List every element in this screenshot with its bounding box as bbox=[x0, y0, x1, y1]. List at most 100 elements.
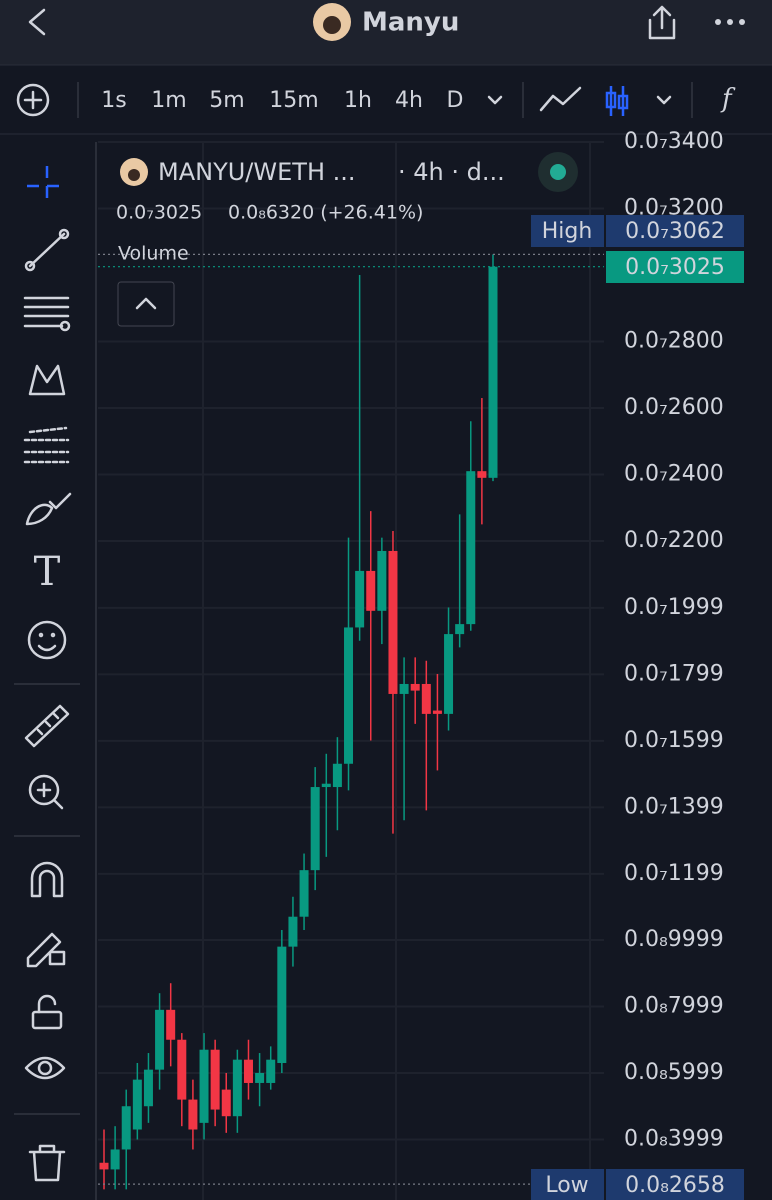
candle-body bbox=[432, 710, 442, 714]
candle-body bbox=[132, 1079, 142, 1130]
interval-button[interactable]: 1s bbox=[101, 88, 126, 113]
interval-dropdown[interactable] bbox=[487, 95, 503, 105]
top-bar bbox=[0, 0, 772, 65]
status-dot bbox=[550, 164, 566, 180]
zoom-tool[interactable] bbox=[28, 774, 64, 810]
y-tick-label: 0.0₇2400 bbox=[624, 461, 724, 486]
y-tick-label: 0.0₇1599 bbox=[624, 728, 724, 753]
interval-button[interactable]: 1h bbox=[344, 88, 372, 113]
y-tick-label: 0.0₇2600 bbox=[624, 395, 724, 420]
candle-body bbox=[421, 683, 431, 714]
tag-name-box bbox=[531, 1169, 604, 1200]
prediction-tool[interactable] bbox=[23, 426, 70, 464]
emoji-tool[interactable] bbox=[27, 620, 67, 660]
y-tick-label: 0.0₇1799 bbox=[624, 661, 724, 686]
candle-body bbox=[243, 1059, 253, 1083]
magnet-tool[interactable] bbox=[30, 861, 64, 898]
y-tick-label: 0.0₈3999 bbox=[624, 1127, 724, 1152]
candle-body bbox=[232, 1059, 242, 1117]
candle-body bbox=[266, 1059, 276, 1083]
brush-tool[interactable] bbox=[25, 492, 72, 526]
y-tick-label: 0.0₇1199 bbox=[624, 861, 724, 886]
candle-chart-button[interactable] bbox=[605, 86, 629, 116]
candle-body bbox=[488, 266, 498, 478]
symbol-name[interactable]: MANYU/WETH ... bbox=[158, 158, 356, 186]
text-tool[interactable]: T bbox=[34, 549, 61, 595]
interval-group: 1s 1m 5m 15m 1h 4h D bbox=[101, 88, 463, 113]
lock-drawings-tool[interactable] bbox=[26, 932, 66, 968]
interval-button[interactable]: 4h bbox=[395, 88, 423, 113]
candle-body bbox=[155, 1009, 165, 1070]
symbol-meta: · 4h · d... bbox=[398, 158, 505, 186]
ruler-tool[interactable] bbox=[24, 704, 70, 748]
chart-type-dropdown[interactable] bbox=[656, 95, 672, 105]
candle-body bbox=[366, 570, 376, 611]
y-tick-label: 0.0₇1999 bbox=[624, 595, 724, 620]
fib-tool[interactable] bbox=[23, 296, 71, 332]
legend-price: 0.0₇3025 bbox=[116, 202, 202, 224]
candle-body bbox=[143, 1069, 153, 1107]
line-chart-button[interactable] bbox=[539, 86, 582, 112]
candle-body bbox=[221, 1089, 231, 1117]
pattern-tool[interactable] bbox=[28, 364, 66, 396]
trend-line-tool[interactable] bbox=[24, 228, 70, 272]
price-tag bbox=[606, 215, 744, 247]
y-tick-label: 0.0₈5999 bbox=[624, 1060, 724, 1085]
tag-name: High bbox=[542, 219, 593, 244]
candle-body bbox=[277, 946, 287, 1064]
candle-body bbox=[332, 763, 342, 788]
legend-change: 0.0₈6320 (+26.41%) bbox=[228, 202, 423, 224]
candle-body bbox=[299, 870, 309, 917]
interval-button[interactable]: 1m bbox=[151, 88, 186, 113]
price-tag-label: 0.0₇3025 bbox=[625, 255, 725, 280]
y-tick-label: 0.0₇2200 bbox=[624, 528, 724, 553]
y-tick-label: 0.0₈9999 bbox=[624, 927, 724, 952]
back-button[interactable] bbox=[28, 8, 46, 36]
plot-area: 0.0₇34000.0₇32000.0₇28000.0₇26000.0₇2400… bbox=[98, 129, 724, 1200]
add-symbol-button[interactable] bbox=[16, 83, 50, 117]
candle-body bbox=[444, 634, 454, 714]
lock-tool[interactable] bbox=[31, 994, 63, 1030]
drawing-tools: T bbox=[14, 166, 80, 1182]
candle-body bbox=[466, 471, 476, 625]
interval-button[interactable]: 5m bbox=[209, 88, 244, 113]
collapse-chevron bbox=[135, 297, 157, 310]
candle-body bbox=[388, 550, 398, 694]
candle-body bbox=[455, 624, 465, 635]
candle-body bbox=[410, 683, 420, 691]
crosshair-tool[interactable] bbox=[27, 166, 67, 206]
share-button[interactable] bbox=[648, 5, 676, 40]
y-tick-label: 0.0₈7999 bbox=[624, 994, 724, 1019]
candle-body bbox=[310, 787, 320, 871]
candle-body bbox=[166, 1009, 176, 1040]
candle-body bbox=[121, 1106, 131, 1150]
interval-button[interactable]: 15m bbox=[269, 88, 318, 113]
token-logo-face bbox=[323, 16, 341, 34]
candle-body bbox=[99, 1162, 109, 1170]
candle-body bbox=[110, 1149, 120, 1170]
candle-body bbox=[210, 1049, 220, 1110]
candle-body bbox=[344, 627, 354, 764]
candle-body bbox=[399, 683, 409, 694]
page-title: Manyu bbox=[362, 8, 459, 38]
delete-tool[interactable] bbox=[28, 1144, 66, 1182]
candle-body bbox=[255, 1072, 265, 1083]
symbol-logo-face bbox=[128, 169, 140, 181]
candle-body bbox=[477, 471, 487, 478]
more-button[interactable] bbox=[715, 19, 745, 25]
visibility-tool[interactable] bbox=[24, 1056, 66, 1080]
price-tag bbox=[606, 1169, 744, 1200]
y-tick-label: 0.0₇2800 bbox=[624, 328, 724, 353]
candle-body bbox=[321, 783, 331, 788]
tag-name: Low bbox=[545, 1173, 588, 1198]
candle-body bbox=[199, 1049, 209, 1123]
collapse-button[interactable] bbox=[117, 281, 175, 327]
candle-body bbox=[355, 570, 365, 628]
volume-label: Volume bbox=[118, 243, 189, 265]
candle-body bbox=[177, 1039, 187, 1100]
interval-button[interactable]: D bbox=[447, 88, 464, 113]
y-tick-label: 0.0₇1399 bbox=[624, 794, 724, 819]
price-tags: High 0.0₇3062 0.0₇3025 Low 0.0₈2658 bbox=[531, 215, 744, 1200]
price-tag bbox=[606, 251, 744, 283]
tag-name-box bbox=[531, 215, 604, 247]
